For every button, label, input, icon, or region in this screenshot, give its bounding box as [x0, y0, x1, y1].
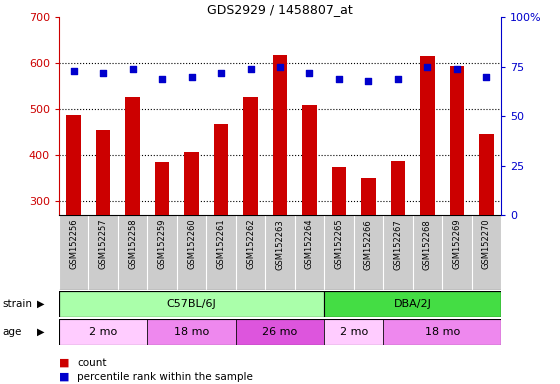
- Text: GSM152264: GSM152264: [305, 219, 314, 270]
- Text: GSM152269: GSM152269: [452, 219, 461, 270]
- Bar: [479, 134, 494, 215]
- Text: ■: ■: [59, 358, 69, 368]
- Text: ▶: ▶: [36, 299, 44, 309]
- Point: [187, 74, 196, 80]
- Text: 26 mo: 26 mo: [263, 327, 297, 337]
- Text: GSM152266: GSM152266: [364, 219, 373, 270]
- Text: GSM152259: GSM152259: [157, 219, 166, 269]
- Text: percentile rank within the sample: percentile rank within the sample: [77, 372, 253, 382]
- Point: [452, 66, 461, 72]
- Point: [482, 74, 491, 80]
- Text: GSM152258: GSM152258: [128, 219, 137, 270]
- Bar: [390, 161, 405, 215]
- Bar: [155, 162, 169, 215]
- Text: GSM152260: GSM152260: [187, 219, 196, 270]
- Bar: [273, 55, 287, 215]
- Text: GSM152256: GSM152256: [69, 219, 78, 270]
- Point: [276, 64, 284, 70]
- Point: [69, 68, 78, 74]
- Bar: [66, 115, 81, 215]
- Text: 2 mo: 2 mo: [339, 327, 368, 337]
- Title: GDS2929 / 1458807_at: GDS2929 / 1458807_at: [207, 3, 353, 16]
- Text: C57BL/6J: C57BL/6J: [167, 299, 216, 309]
- Point: [217, 70, 226, 76]
- Bar: [243, 97, 258, 215]
- Point: [99, 70, 108, 76]
- Bar: [324, 291, 501, 317]
- Point: [246, 66, 255, 72]
- Point: [364, 78, 373, 84]
- Bar: [420, 56, 435, 215]
- Point: [128, 66, 137, 72]
- Bar: [324, 319, 383, 345]
- Point: [157, 76, 166, 82]
- Text: GSM152261: GSM152261: [217, 219, 226, 270]
- Text: ■: ■: [59, 372, 69, 382]
- Text: ▶: ▶: [36, 327, 44, 337]
- Text: GSM152270: GSM152270: [482, 219, 491, 270]
- Bar: [332, 167, 346, 215]
- Bar: [59, 291, 324, 317]
- Text: GSM152267: GSM152267: [394, 219, 403, 270]
- Text: GSM152262: GSM152262: [246, 219, 255, 270]
- Point: [394, 76, 403, 82]
- Bar: [213, 124, 228, 215]
- Text: age: age: [3, 327, 22, 337]
- Bar: [361, 178, 376, 215]
- Text: GSM152263: GSM152263: [276, 219, 284, 270]
- Text: DBA/2J: DBA/2J: [394, 299, 432, 309]
- Bar: [125, 97, 140, 215]
- Text: 18 mo: 18 mo: [174, 327, 209, 337]
- Text: count: count: [77, 358, 107, 368]
- Bar: [96, 130, 110, 215]
- Point: [334, 76, 343, 82]
- Text: 18 mo: 18 mo: [424, 327, 460, 337]
- Bar: [236, 319, 324, 345]
- Bar: [184, 152, 199, 215]
- Text: strain: strain: [3, 299, 33, 309]
- Text: GSM152265: GSM152265: [334, 219, 343, 270]
- Bar: [450, 66, 464, 215]
- Text: GSM152257: GSM152257: [99, 219, 108, 270]
- Point: [305, 70, 314, 76]
- Bar: [302, 105, 317, 215]
- Bar: [383, 319, 501, 345]
- Bar: [147, 319, 236, 345]
- Text: GSM152268: GSM152268: [423, 219, 432, 270]
- Point: [423, 64, 432, 70]
- Bar: [59, 319, 147, 345]
- Text: 2 mo: 2 mo: [89, 327, 117, 337]
